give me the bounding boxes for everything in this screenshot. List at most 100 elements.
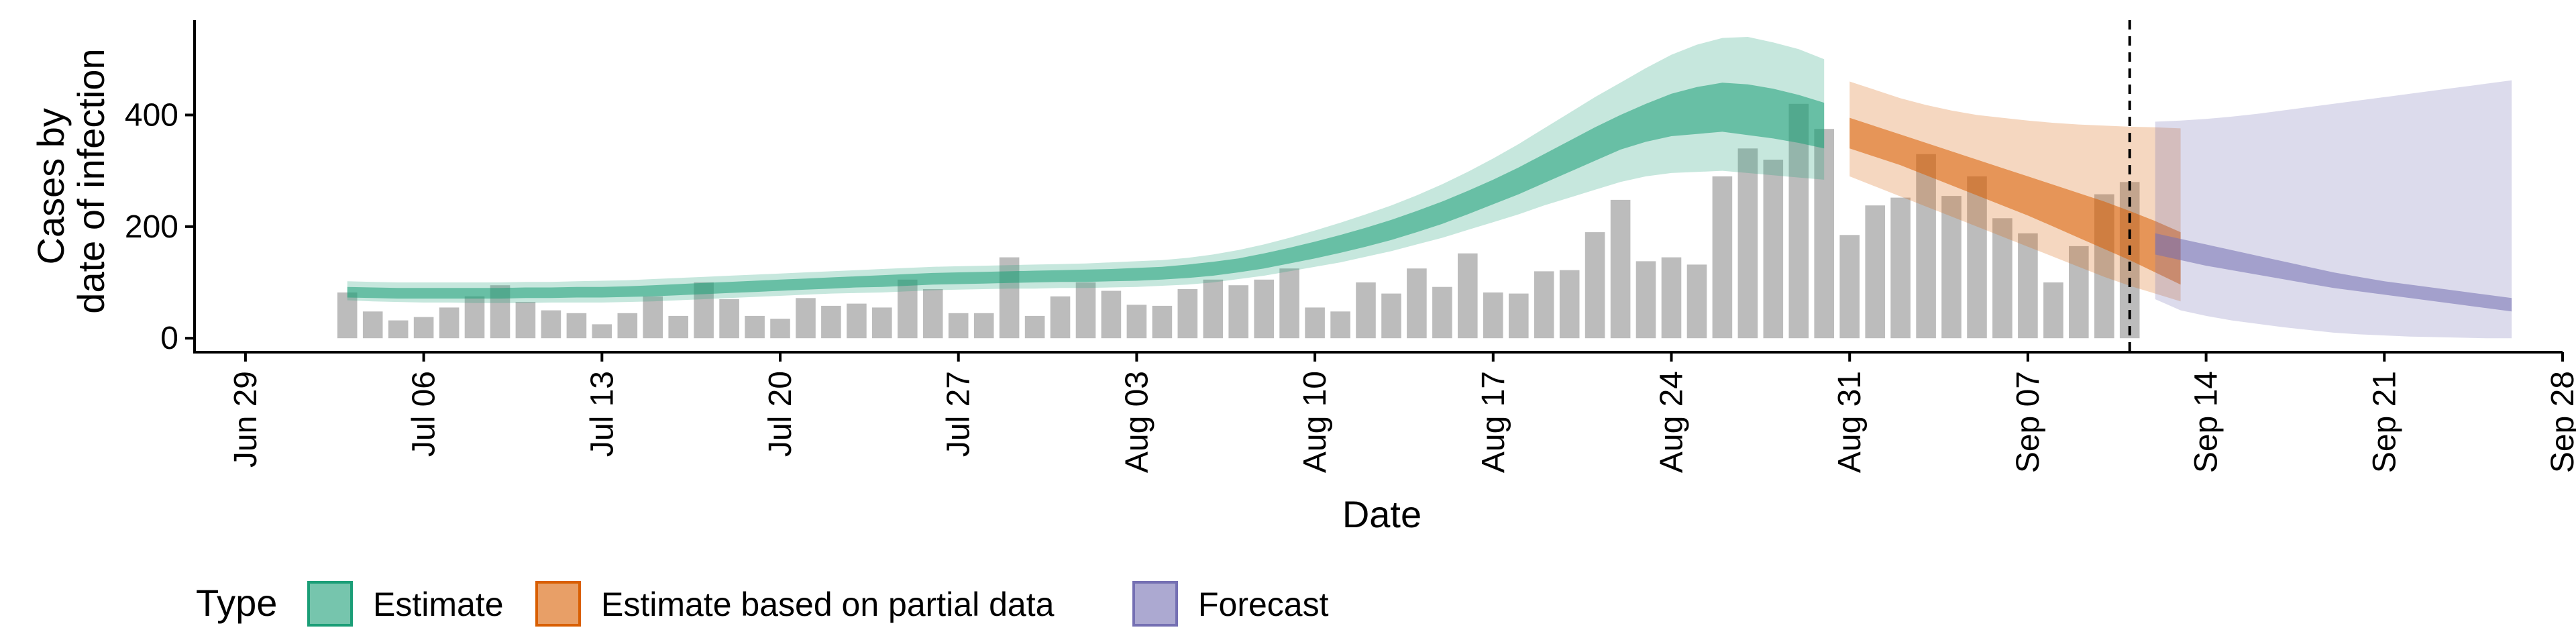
case-bar [872, 307, 892, 339]
legend: Type Estimate Estimate based on partial d… [196, 581, 1329, 627]
estimate-based-on-partial-data-inner-ribbon [1849, 117, 2181, 285]
legend-swatch-estimate-based-on-partial-data [535, 581, 581, 627]
case-bar [1534, 271, 1554, 339]
case-bar [1075, 282, 1096, 339]
case-bar [1279, 268, 1299, 339]
forecast-outer-ribbon [2155, 80, 2512, 339]
case-bar [973, 313, 994, 339]
y-axis-ticks: 0 200 400 [125, 97, 195, 356]
case-bar [464, 296, 485, 339]
case-bar [1890, 197, 1911, 339]
legend-swatch-forecast [1132, 581, 1178, 627]
case-bar [1177, 289, 1198, 339]
case-bar [796, 298, 816, 339]
case-bar [1356, 282, 1376, 339]
case-bar [2018, 233, 2038, 339]
forecast-inner-ribbon [2155, 233, 2512, 312]
x-axis-title: Date [1342, 493, 1421, 535]
case-bar [1865, 205, 1885, 339]
case-bar [541, 310, 561, 339]
y-tick-label: 0 [160, 321, 178, 356]
x-tick-label: Sep 07 [2010, 371, 2046, 473]
axes [193, 20, 2563, 354]
x-tick-label: Aug 03 [1119, 371, 1155, 473]
case-bar [1509, 293, 1529, 339]
case-bar [1228, 285, 1248, 339]
case-bar [1381, 293, 1401, 339]
y-tick-label: 400 [125, 97, 178, 133]
case-bar [1763, 160, 1784, 339]
case-bar [1814, 129, 1834, 339]
case-bar [1305, 307, 1325, 339]
case-bar [770, 319, 790, 339]
case-bar [719, 299, 739, 339]
case-bar [847, 303, 867, 339]
case-bar [1610, 199, 1631, 339]
observed-cases-bars [337, 103, 2140, 339]
case-bar [1126, 305, 1147, 339]
case-bar [1101, 290, 1122, 339]
case-bar [439, 307, 460, 339]
x-tick-label: Aug 10 [1297, 371, 1333, 473]
case-bar [1941, 196, 1962, 339]
y-axis-title: Cases by date of infection [30, 48, 112, 313]
case-bar [515, 302, 536, 339]
case-bar [1254, 279, 1274, 339]
case-bar [1024, 315, 1045, 339]
x-tick-label: Jul 06 [407, 371, 442, 457]
y-axis-title-line-2: date of infection [70, 48, 112, 313]
x-tick-label: Jul 13 [584, 371, 620, 457]
estimate-inner-ribbon [347, 83, 1825, 299]
legend-label-estimate-based-on-partial-data: Estimate based on partial data [601, 586, 1055, 623]
case-bar [1585, 232, 1605, 339]
legend-label-forecast: Forecast [1198, 586, 1329, 623]
case-bar [2043, 282, 2063, 339]
case-bar [922, 289, 943, 339]
x-axis-ticks: Jun 29 Jul 06 Jul 13 Jul 20 Jul 27 Aug 03 Aug … [228, 352, 2576, 473]
x-tick-label: Jun 29 [228, 371, 264, 468]
x-tick-label: Aug 17 [1476, 371, 1511, 473]
case-bar [1967, 176, 1987, 339]
legend-label-estimate: Estimate [373, 586, 504, 623]
case-bar [1203, 279, 1224, 339]
case-bar [566, 313, 587, 339]
case-bar [668, 315, 688, 339]
x-tick-label: Aug 31 [1832, 371, 1868, 473]
case-bar [999, 257, 1020, 339]
x-tick-label: Sep 14 [2189, 371, 2224, 473]
case-bar [413, 317, 434, 339]
x-tick-label: Sep 28 [2545, 371, 2576, 473]
case-bar [1737, 148, 1758, 339]
case-bar [1712, 176, 1733, 339]
case-bar [2069, 246, 2089, 339]
case-bar [898, 279, 918, 339]
x-tick-label: Sep 21 [2367, 371, 2402, 473]
case-bar [362, 311, 383, 339]
x-tick-label: Jul 27 [941, 371, 977, 457]
x-tick-label: Aug 24 [1654, 371, 1690, 473]
case-bar [1330, 311, 1350, 339]
x-tick-label: Jul 20 [763, 371, 798, 457]
case-bar [1916, 154, 1936, 339]
case-bar [1432, 286, 1452, 339]
y-tick-label: 200 [125, 209, 178, 245]
estimate-ribbons [347, 20, 2512, 352]
case-bar [1407, 268, 1427, 339]
case-bar [592, 324, 612, 339]
case-bar [388, 320, 409, 339]
case-bar [821, 305, 841, 339]
legend-swatch-estimate [307, 581, 353, 627]
case-bar [1152, 305, 1173, 339]
case-bar [1992, 218, 2012, 339]
case-bar [1483, 292, 1503, 339]
y-axis-title-line-1: Cases by [30, 108, 72, 264]
case-bar [1050, 296, 1071, 339]
case-bar [1559, 270, 1580, 339]
case-bar [643, 296, 663, 339]
case-bar [1839, 235, 1860, 339]
case-bar [1686, 264, 1707, 339]
case-bar [948, 313, 969, 339]
case-bar [1661, 257, 1682, 339]
case-bar [1458, 253, 1478, 339]
